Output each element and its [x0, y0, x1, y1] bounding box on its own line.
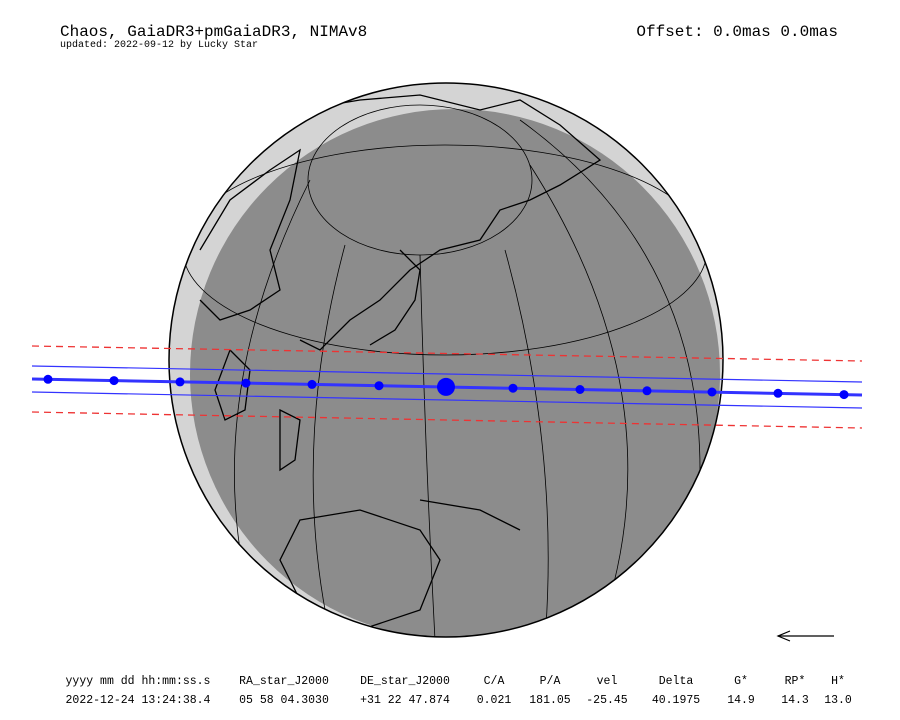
time-markers [43, 374, 849, 400]
table-header: C/A [484, 675, 505, 688]
table-cell: 13.0 [824, 694, 852, 707]
coastlines [199, 94, 602, 631]
table-header: yyyy mm dd hh:mm:ss.s [66, 675, 211, 688]
body-limit [31, 391, 863, 409]
body-limit [31, 365, 863, 383]
updated: updated: 2022-09-12 by Lucky Star [60, 39, 258, 51]
closest-approach [437, 377, 455, 396]
direction-arrow [776, 630, 834, 642]
offset: Offset: 0.0mas 0.0mas [636, 23, 838, 41]
table-cell: 05 58 04.3030 [239, 694, 329, 707]
table-cell: 40.1975 [652, 694, 700, 707]
table-header: H* [831, 675, 845, 688]
table-header: RP* [785, 675, 806, 688]
table-cell: -25.45 [586, 694, 628, 707]
table-cell: 2022-12-24 13:24:38.4 [66, 694, 211, 707]
table-header: DE_star_J2000 [360, 675, 450, 688]
title: Chaos, GaiaDR3+pmGaiaDR3, NIMAv8 [60, 23, 367, 41]
table-cell: 14.9 [727, 694, 755, 707]
table-cell: 0.021 [477, 694, 512, 707]
table-header: G* [734, 675, 748, 688]
error-limit [31, 411, 863, 429]
table-cell: +31 22 47.874 [360, 694, 450, 707]
error-limit [31, 345, 863, 362]
shadow-path [31, 345, 863, 429]
table-header: RA_star_J2000 [239, 675, 329, 688]
table-header: Delta [659, 675, 694, 688]
table-cell: 14.3 [781, 694, 809, 707]
globe-outline [168, 82, 724, 638]
table-header: vel [597, 675, 618, 688]
table-header: P/A [540, 675, 561, 688]
table-cell: 181.05 [529, 694, 571, 707]
globe [168, 82, 724, 638]
summary-table: yyyy mm dd hh:mm:ss.s RA_star_J2000 DE_s… [66, 675, 852, 707]
